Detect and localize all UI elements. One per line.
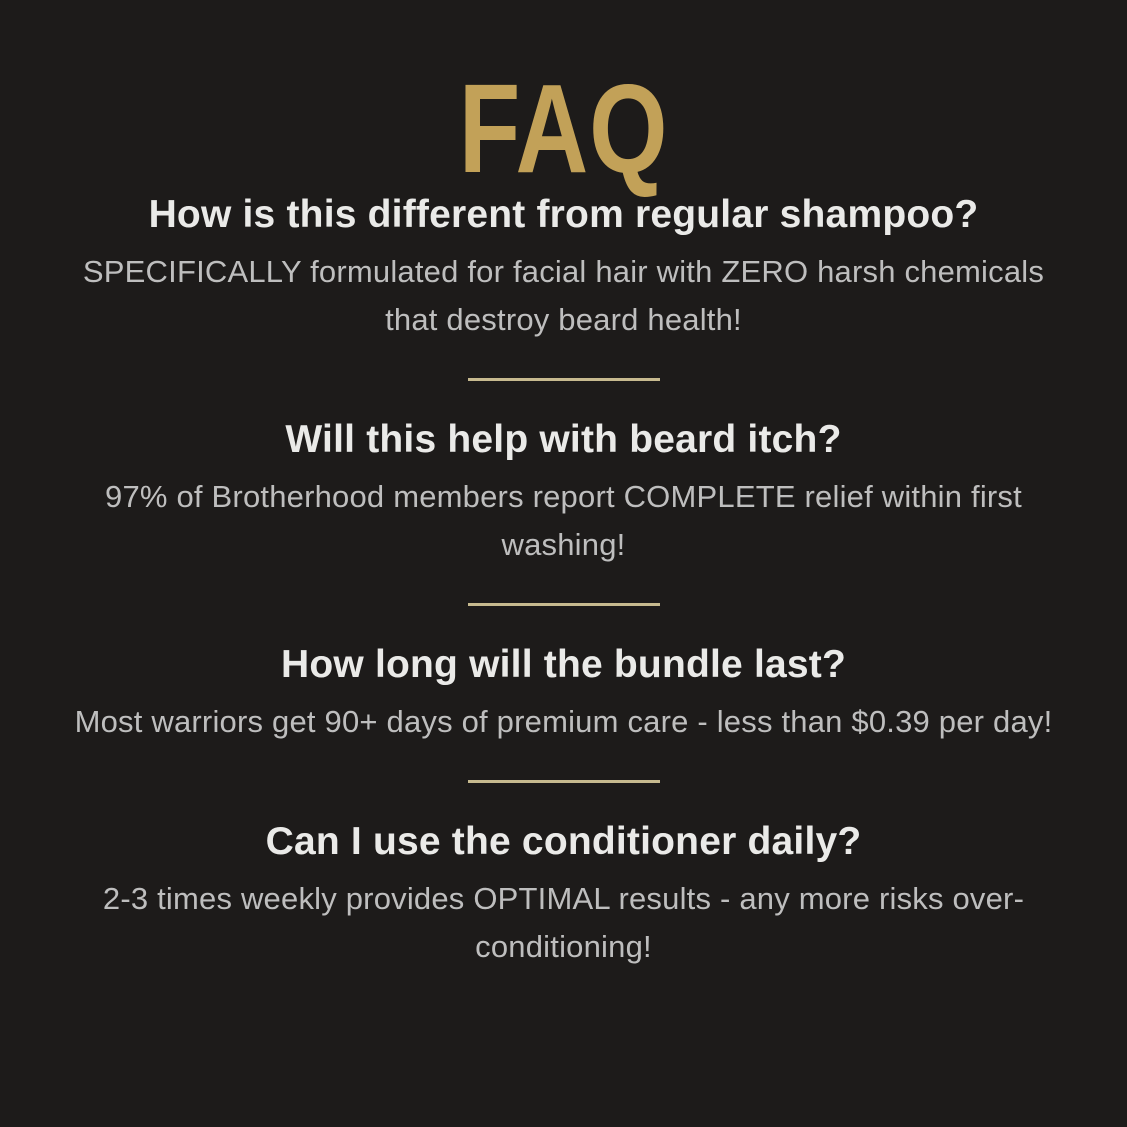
faq-answer: SPECIFICALLY formulated for facial hair … — [82, 254, 1045, 337]
faq-item: Can I use the conditioner daily? 2-3 tim… — [59, 816, 1069, 971]
faq-answer: Most warriors get 90+ days of premium ca… — [74, 704, 1053, 739]
faq-item: How is this different from regular shamp… — [59, 189, 1069, 344]
divider — [467, 603, 660, 606]
faq-answer: 97% of Brotherhood members report COMPLE… — [105, 479, 1022, 562]
faq-answer: 2-3 times weekly provides OPTIMAL result… — [102, 881, 1025, 964]
faq-question: Will this help with beard itch? — [285, 418, 842, 461]
faq-question: How is this different from regular shamp… — [148, 193, 979, 236]
page-title: FAQ — [458, 58, 669, 199]
faq-question: Can I use the conditioner daily? — [265, 820, 862, 863]
faq-item: How long will the bundle last? Most warr… — [59, 639, 1069, 746]
faq-list: How is this different from regular shamp… — [59, 189, 1069, 971]
faq-question: How long will the bundle last? — [281, 643, 846, 686]
faq-item: Will this help with beard itch? 97% of B… — [59, 414, 1069, 569]
divider — [467, 378, 660, 381]
divider — [467, 780, 660, 783]
